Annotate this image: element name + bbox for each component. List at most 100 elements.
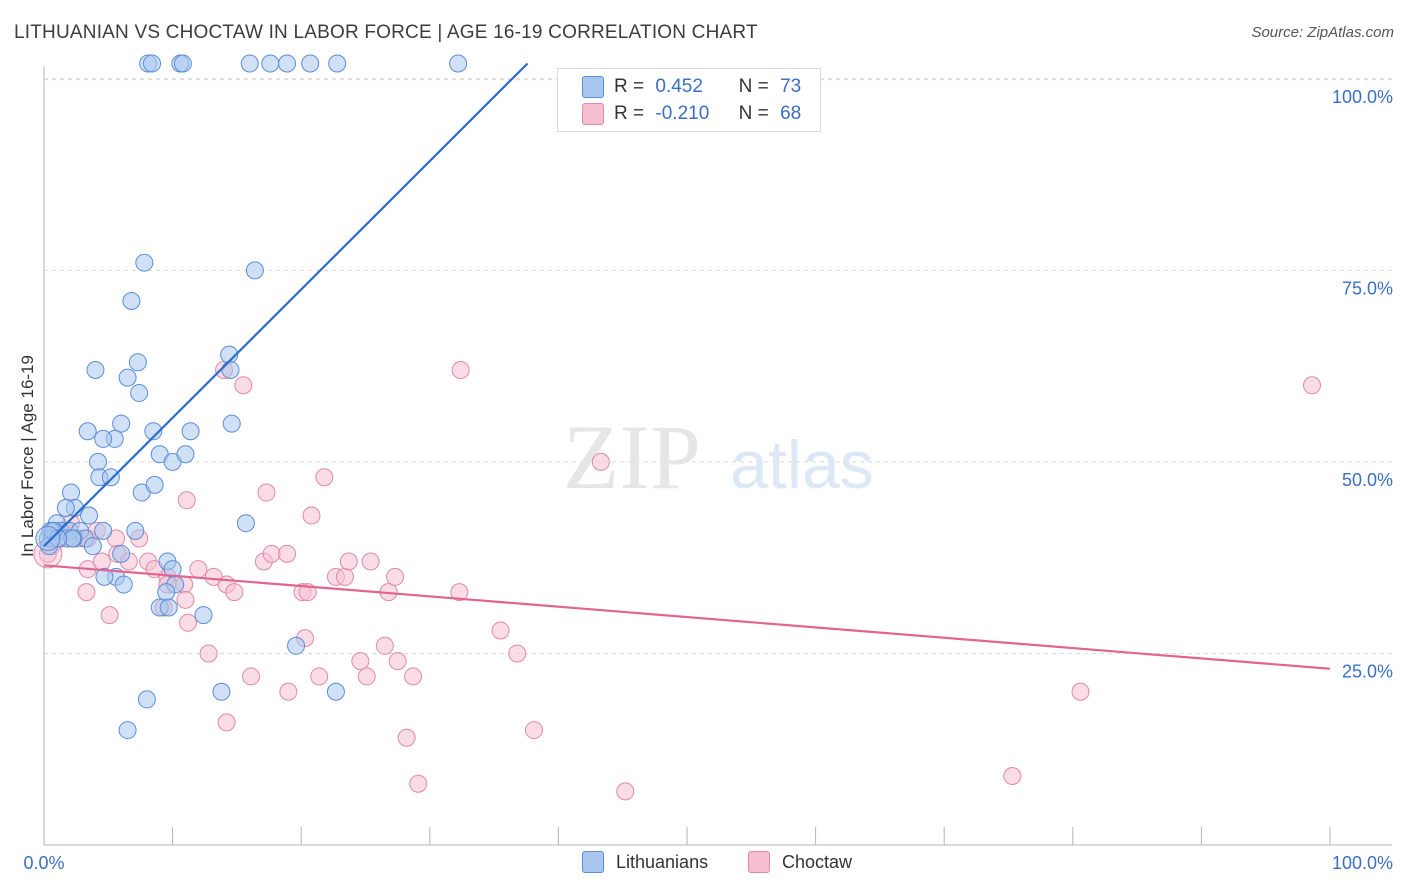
lithuanian-point [86, 360, 105, 379]
lithuanian-point [173, 54, 192, 73]
lithuanian-point [137, 690, 156, 709]
r-value: -0.210 [655, 103, 710, 124]
choctaw-point [451, 360, 470, 379]
lithuanian-points [35, 54, 468, 740]
lithuanian-point [94, 521, 113, 540]
x-tick-label: 100.0% [1332, 853, 1393, 873]
lithuanian-point [101, 468, 120, 487]
n-value: 73 [780, 76, 802, 97]
legend-item-lithuanians: Lithuanians [582, 851, 708, 873]
source-credit: Source: ZipAtlas.com [1251, 24, 1394, 41]
lithuanian-point [240, 54, 259, 73]
choctaw-point [310, 667, 329, 686]
choctaw-point [524, 721, 543, 740]
lithuanian-point [35, 526, 61, 552]
choctaw-point [77, 583, 96, 602]
choctaw-point [279, 682, 298, 701]
lithuanian-point [221, 360, 240, 379]
lithuanian-point [128, 353, 147, 372]
lithuanian-point [261, 54, 280, 73]
choctaw-trend-line [43, 564, 1331, 670]
choctaw-point [361, 552, 380, 571]
choctaw-point [388, 652, 407, 671]
choctaw-point [262, 544, 281, 563]
legend-item-choctaw: Choctaw [748, 851, 852, 873]
correlation-legend: R = 0.452 N = 73 R = -0.210 N = 68 [557, 68, 821, 132]
choctaw-point [397, 728, 416, 747]
lithuanian-point [328, 54, 347, 73]
lithuanian-point [62, 483, 81, 502]
series-legend: Lithuanians Choctaw [0, 851, 1406, 877]
choctaw-point [404, 667, 423, 686]
legend-swatch-blue [582, 76, 604, 98]
lithuanian-point [118, 721, 137, 740]
choctaw-point [1302, 376, 1321, 395]
lithuanian-point [126, 521, 145, 540]
choctaw-point [177, 491, 196, 510]
legend-swatch-pink [582, 103, 604, 125]
lithuanian-point [112, 414, 131, 433]
watermark: ZIP atlas [563, 406, 874, 508]
choctaw-point [278, 544, 297, 563]
lithuanian-point [89, 452, 108, 471]
choctaw-point [179, 613, 198, 632]
lithuanian-point [130, 383, 149, 402]
n-label: N = [738, 76, 769, 97]
choctaw-point [339, 552, 358, 571]
lithuanian-point [157, 583, 176, 602]
lithuanian-point [181, 422, 200, 441]
choctaw-point [351, 652, 370, 671]
choctaw-point [616, 782, 635, 801]
legend-swatch-pink [748, 851, 770, 873]
choctaw-point [375, 636, 394, 655]
choctaw-point [100, 606, 119, 625]
watermark-zip: ZIP [563, 406, 701, 508]
watermark-atlas: atlas [730, 427, 874, 503]
choctaw-point [225, 583, 244, 602]
choctaw-point [409, 774, 428, 793]
lithuanian-point [159, 598, 178, 617]
y-tick-label: 100.0% [1332, 87, 1393, 107]
r-label: R = [614, 76, 645, 97]
lithuanian-point [118, 368, 137, 387]
legend-label-choctaw: Choctaw [782, 851, 853, 872]
lithuanian-point [78, 422, 97, 441]
choctaw-point [234, 376, 253, 395]
lithuanian-point [194, 606, 213, 625]
choctaw-point [508, 644, 527, 663]
choctaw-point [302, 506, 321, 525]
y-tick-label: 25.0% [1342, 661, 1393, 681]
lithuanian-point [122, 291, 141, 310]
choctaw-point [450, 583, 469, 602]
y-tick-label: 50.0% [1342, 470, 1393, 490]
r-label: R = [614, 103, 645, 124]
lithuanian-trend-line [43, 62, 529, 547]
choctaw-point [357, 667, 376, 686]
lithuanian-point [222, 414, 241, 433]
choctaw-point [591, 452, 610, 471]
r-value: 0.452 [655, 76, 703, 97]
legend-swatch-blue [582, 851, 604, 873]
lithuanian-point [287, 636, 306, 655]
choctaw-point [257, 483, 276, 502]
lithuanian-point [135, 253, 154, 272]
choctaw-point [491, 621, 510, 640]
y-tick-label: 75.0% [1342, 278, 1393, 298]
grid-lines [44, 78, 1392, 654]
choctaw-point [315, 468, 334, 487]
n-value: 68 [780, 103, 802, 124]
lithuanian-point [83, 537, 102, 556]
axes [43, 66, 1392, 846]
choctaw-point [386, 567, 405, 586]
choctaw-point [1003, 767, 1022, 786]
choctaw-point [217, 713, 236, 732]
lithuanian-point [144, 422, 163, 441]
lithuanian-point [80, 506, 99, 525]
lithuanian-point [176, 445, 195, 464]
tick-labels: 25.0% 50.0% 75.0% 100.0% 0.0% 100.0% [23, 87, 1393, 873]
lithuanian-point [95, 567, 114, 586]
lithuanian-point [278, 54, 297, 73]
lithuanian-point [143, 54, 162, 73]
choctaw-point [176, 590, 195, 609]
